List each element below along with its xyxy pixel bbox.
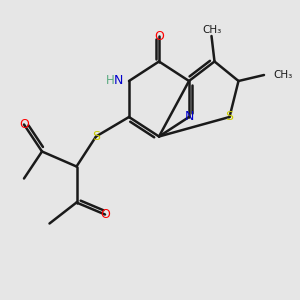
Text: S: S [226, 110, 233, 124]
Text: O: O [100, 208, 110, 221]
Text: O: O [154, 29, 164, 43]
Text: O: O [19, 118, 29, 131]
Text: S: S [92, 130, 100, 143]
Text: N: N [184, 110, 194, 124]
Text: CH₃: CH₃ [202, 25, 221, 35]
Text: CH₃: CH₃ [273, 70, 292, 80]
Text: N: N [114, 74, 124, 88]
Text: H: H [106, 74, 115, 87]
